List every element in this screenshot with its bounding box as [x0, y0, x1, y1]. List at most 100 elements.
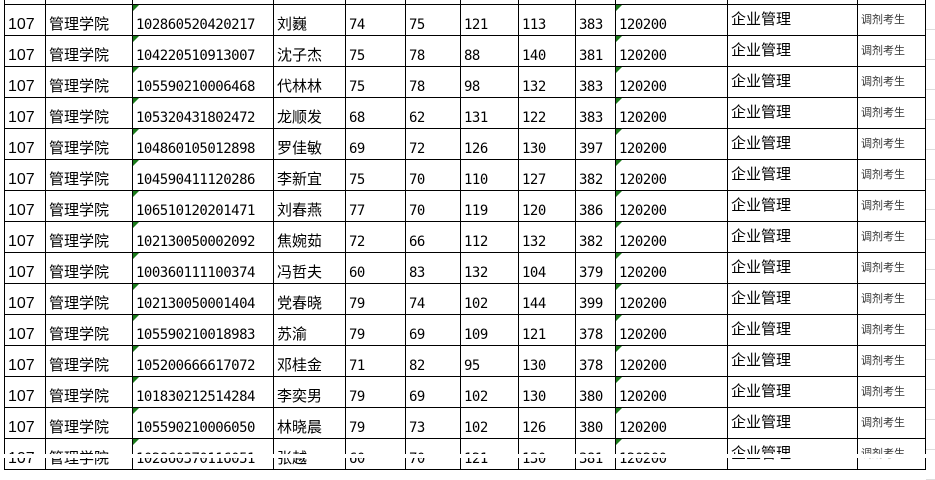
cell-score-english[interactable]: 62 — [405, 97, 461, 129]
cell-candidate-id[interactable]: 104220510913007 — [132, 35, 274, 67]
cell-score-politics[interactable]: 69 — [345, 128, 406, 160]
cell-major[interactable]: 企业管理 — [727, 159, 858, 191]
cell-major[interactable]: 企业管理 — [727, 66, 858, 98]
cell-major[interactable]: 企业管理 — [727, 4, 858, 36]
adjacent-empty-column[interactable] — [925, 0, 935, 480]
cell-dept-code[interactable]: 107 — [4, 190, 46, 222]
cell-name[interactable]: 代林林 — [273, 66, 346, 98]
cell-score-professional[interactable]: 104 — [518, 252, 576, 284]
cell-school[interactable]: 管理学院 — [45, 314, 133, 346]
cell-total-score[interactable]: 397 — [575, 128, 616, 160]
cell-name[interactable]: 党春晓 — [273, 283, 346, 315]
cell-school[interactable]: 管理学院 — [45, 128, 133, 160]
cell-score-english[interactable]: 69 — [405, 314, 461, 346]
cell-dept-code[interactable]: 107 — [4, 376, 46, 408]
cell-note[interactable]: 调剂考生 — [857, 35, 926, 67]
cell-school[interactable]: 管理学院 — [45, 283, 133, 315]
cell-candidate-id[interactable]: 100360111100374 — [132, 252, 274, 284]
cell-school[interactable]: 管理学院 — [45, 376, 133, 408]
cell-major-code[interactable]: 120200 — [615, 66, 728, 98]
cell-major-code[interactable]: 120200 — [615, 128, 728, 160]
cell-candidate-id[interactable]: 102860520420217 — [132, 4, 274, 36]
cell-major[interactable]: 企业管理 — [727, 345, 858, 377]
cell-candidate-id[interactable]: 101830212514284 — [132, 376, 274, 408]
cell-score-professional[interactable]: 122 — [518, 97, 576, 129]
cell-note[interactable]: 调剂考生 — [857, 190, 926, 222]
cell-dept-code[interactable]: 107 — [4, 66, 46, 98]
empty-cell[interactable] — [926, 420, 935, 450]
cell-name[interactable]: 沈子杰 — [273, 35, 346, 67]
cell-dept-code[interactable]: 107 — [4, 314, 46, 346]
cell-note[interactable]: 调剂考生 — [857, 97, 926, 129]
cell-major-code[interactable]: 120200 — [615, 314, 728, 346]
cell-note[interactable]: 调剂考生 — [857, 314, 926, 346]
empty-cell[interactable] — [926, 300, 935, 330]
cell-dept-code[interactable]: 107 — [4, 345, 46, 377]
cell-name[interactable]: 李奕男 — [273, 376, 346, 408]
empty-cell[interactable] — [926, 180, 935, 210]
cell-total-score[interactable]: 379 — [575, 252, 616, 284]
cell-score-professional[interactable]: 113 — [518, 4, 576, 36]
cell-score-professional[interactable]: 120 — [518, 190, 576, 222]
cell-dept-code[interactable]: 107 — [4, 407, 46, 439]
empty-cell[interactable] — [926, 210, 935, 240]
cell-total-score[interactable]: 378 — [575, 314, 616, 346]
empty-cell[interactable] — [926, 150, 935, 180]
cell-total-score[interactable]: 383 — [575, 4, 616, 36]
cell-score-math[interactable]: 95 — [460, 345, 519, 377]
cell-major[interactable]: 企业管理 — [727, 407, 858, 439]
empty-cell[interactable] — [926, 330, 935, 360]
cell-score-english[interactable]: 83 — [405, 252, 461, 284]
cell-score-professional[interactable]: 144 — [518, 283, 576, 315]
cell-candidate-id[interactable]: 105200666617072 — [132, 345, 274, 377]
cell-dept-code[interactable]: 107 — [4, 252, 46, 284]
cell-note[interactable]: 调剂考生 — [857, 345, 926, 377]
cell-school[interactable]: 管理学院 — [45, 221, 133, 253]
cell-dept-code[interactable]: 107 — [4, 283, 46, 315]
cell-score-math[interactable]: 98 — [460, 66, 519, 98]
cell-total-score[interactable]: 383 — [575, 66, 616, 98]
cell-note[interactable]: 调剂考生 — [857, 407, 926, 439]
empty-cell[interactable] — [926, 360, 935, 390]
cell-candidate-id[interactable]: 105590210018983 — [132, 314, 274, 346]
cell-note[interactable]: 调剂考生 — [857, 252, 926, 284]
cell-note[interactable]: 调剂考生 — [857, 283, 926, 315]
cell-candidate-id[interactable]: 102130050002092 — [132, 221, 274, 253]
cell-candidate-id[interactable]: 105590210006050 — [132, 407, 274, 439]
cell-total-score[interactable]: 380 — [575, 407, 616, 439]
cell-score-professional[interactable]: 132 — [518, 66, 576, 98]
cell-candidate-id[interactable]: 102130050001404 — [132, 283, 274, 315]
cell-score-english[interactable]: 73 — [405, 407, 461, 439]
cell-score-politics[interactable]: 75 — [345, 35, 406, 67]
cell-score-english[interactable]: 75 — [405, 4, 461, 36]
cell-candidate-id[interactable]: 104860105012898 — [132, 128, 274, 160]
cell-score-english[interactable]: 78 — [405, 66, 461, 98]
cell-score-math[interactable]: 132 — [460, 252, 519, 284]
cell-school[interactable]: 管理学院 — [45, 35, 133, 67]
spreadsheet-grid[interactable]: 107管理学院107管理学院102860520420217刘巍747512111… — [4, 0, 926, 470]
cell-score-english[interactable]: 66 — [405, 221, 461, 253]
cell-score-english[interactable]: 74 — [405, 283, 461, 315]
cell-score-politics[interactable]: 72 — [345, 221, 406, 253]
cell-score-professional[interactable]: 130 — [518, 376, 576, 408]
cell-dept-code[interactable]: 107 — [4, 97, 46, 129]
cell-score-politics[interactable]: 75 — [345, 159, 406, 191]
cell-candidate-id[interactable]: 105590210006468 — [132, 66, 274, 98]
cell-total-score[interactable]: 380 — [575, 376, 616, 408]
cell-major[interactable]: 企业管理 — [727, 97, 858, 129]
cell-score-professional[interactable]: 127 — [518, 159, 576, 191]
cell-dept-code[interactable]: 107 — [4, 35, 46, 67]
cell-score-math[interactable]: 112 — [460, 221, 519, 253]
cell-candidate-id[interactable]: 104590411120286 — [132, 159, 274, 191]
cell-total-score[interactable]: 386 — [575, 190, 616, 222]
cell-score-politics[interactable]: 60 — [345, 252, 406, 284]
cell-total-score[interactable]: 382 — [575, 221, 616, 253]
cell-major-code[interactable]: 120200 — [615, 283, 728, 315]
cell-score-professional[interactable]: 130 — [518, 345, 576, 377]
cell-major[interactable]: 企业管理 — [727, 376, 858, 408]
cell-score-math[interactable]: 102 — [460, 376, 519, 408]
empty-cell[interactable] — [926, 0, 935, 30]
cell-total-score[interactable]: 381 — [575, 35, 616, 67]
cell-score-math[interactable]: 109 — [460, 314, 519, 346]
empty-cell[interactable] — [926, 120, 935, 150]
